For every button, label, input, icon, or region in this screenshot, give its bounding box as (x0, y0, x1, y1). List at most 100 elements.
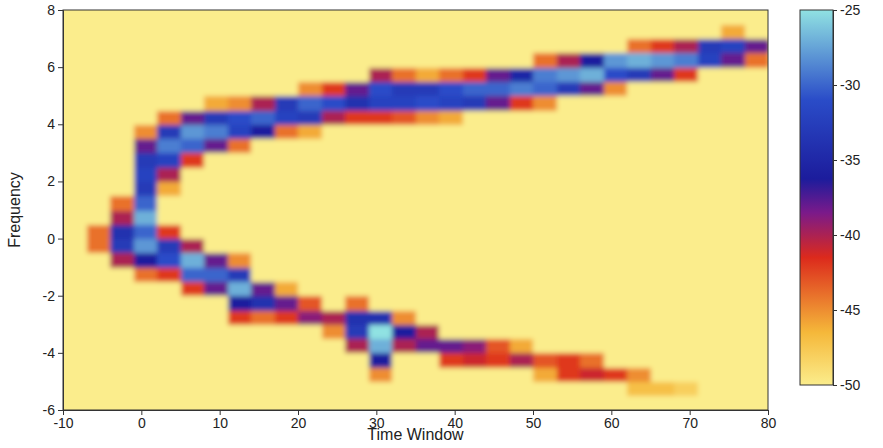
heat-cell (181, 96, 205, 111)
heat-cell (157, 296, 181, 311)
tick: -6 (43, 402, 63, 418)
heat-cell (510, 181, 534, 196)
heat-cell (439, 339, 463, 354)
heat-cell (486, 381, 510, 396)
heat-cell (604, 367, 628, 382)
heat-cell (298, 239, 322, 254)
heat-cell (745, 281, 769, 296)
heat-cell (651, 167, 675, 182)
heat-cell (204, 210, 228, 225)
heat-cell (275, 267, 299, 282)
heat-cell (275, 96, 299, 111)
tick-label: 50 (526, 415, 542, 431)
heat-cell (745, 24, 769, 39)
heat-cell (181, 81, 205, 96)
heat-cell (604, 253, 628, 268)
heat-cell (110, 124, 134, 139)
tick: 20 (291, 410, 307, 431)
heat-cell (745, 253, 769, 268)
heat-cell (275, 210, 299, 225)
tick: 50 (526, 410, 542, 431)
heat-cell (416, 310, 440, 325)
heat-cell (251, 239, 275, 254)
heat-cell (580, 396, 604, 410)
heat-cell (228, 367, 252, 382)
heat-cell (181, 67, 205, 82)
heat-cell (181, 339, 205, 354)
heat-cell (275, 353, 299, 368)
tick-mark (58, 124, 63, 125)
heat-cell (698, 281, 722, 296)
heat-cell (486, 53, 510, 68)
heat-cell (87, 167, 111, 182)
heat-cell (251, 24, 275, 39)
tick: 80 (761, 410, 777, 431)
heat-cell (110, 396, 134, 410)
heat-cell (204, 367, 228, 382)
heat-cell (580, 224, 604, 239)
heat-cell (533, 253, 557, 268)
heat-cell (604, 67, 628, 82)
heat-cell (721, 224, 745, 239)
heat-cell (87, 267, 111, 282)
heat-cell (345, 139, 369, 154)
heat-cell (674, 281, 698, 296)
heat-cell (369, 24, 393, 39)
heat-cell (322, 196, 346, 211)
tick: -40 (833, 227, 860, 243)
heat-cell (604, 124, 628, 139)
heat-cell (134, 110, 158, 125)
heat-cell (228, 267, 252, 282)
heat-cell (651, 153, 675, 168)
heat-cell (604, 139, 628, 154)
heat-cell (510, 196, 534, 211)
heat-cell (322, 139, 346, 154)
heat-cell (533, 53, 557, 68)
heat-cell (745, 10, 769, 25)
heat-cell (721, 153, 745, 168)
tick-label: -50 (840, 377, 860, 393)
heat-cell (369, 367, 393, 382)
heat-cell (181, 381, 205, 396)
heat-cell (416, 167, 440, 182)
heat-cell (157, 224, 181, 239)
tick: -50 (833, 377, 860, 393)
heat-cell (463, 310, 487, 325)
heat-cell (345, 196, 369, 211)
heat-cell (392, 167, 416, 182)
heat-cell (87, 24, 111, 39)
heat-cell (627, 53, 651, 68)
heat-cell (181, 267, 205, 282)
heat-cell (322, 96, 346, 111)
heat-cell (416, 239, 440, 254)
heat-cell (181, 139, 205, 154)
heat-cell (674, 67, 698, 82)
heat-cell (392, 153, 416, 168)
heat-cell (651, 124, 675, 139)
heat-cell (651, 96, 675, 111)
heat-cell (486, 67, 510, 82)
heat-cell (557, 239, 581, 254)
heat-cell (510, 139, 534, 154)
y-axis: -6-4-202468 (43, 2, 64, 418)
heat-cell (204, 196, 228, 211)
heat-cell (134, 339, 158, 354)
heat-cell (392, 124, 416, 139)
heat-cell (416, 53, 440, 68)
heat-cell (204, 139, 228, 154)
heat-cell (580, 124, 604, 139)
heat-cell (87, 124, 111, 139)
heat-cell (510, 110, 534, 125)
heat-cell (63, 239, 87, 254)
heat-cell (392, 181, 416, 196)
heat-cell (674, 39, 698, 54)
heat-cell (674, 224, 698, 239)
heat-cell (463, 339, 487, 354)
heat-cell (157, 210, 181, 225)
heat-cell (392, 324, 416, 339)
heat-cell (275, 39, 299, 54)
heat-cell (157, 396, 181, 410)
heat-cell (627, 224, 651, 239)
heat-cell (557, 96, 581, 111)
heat-cell (721, 110, 745, 125)
